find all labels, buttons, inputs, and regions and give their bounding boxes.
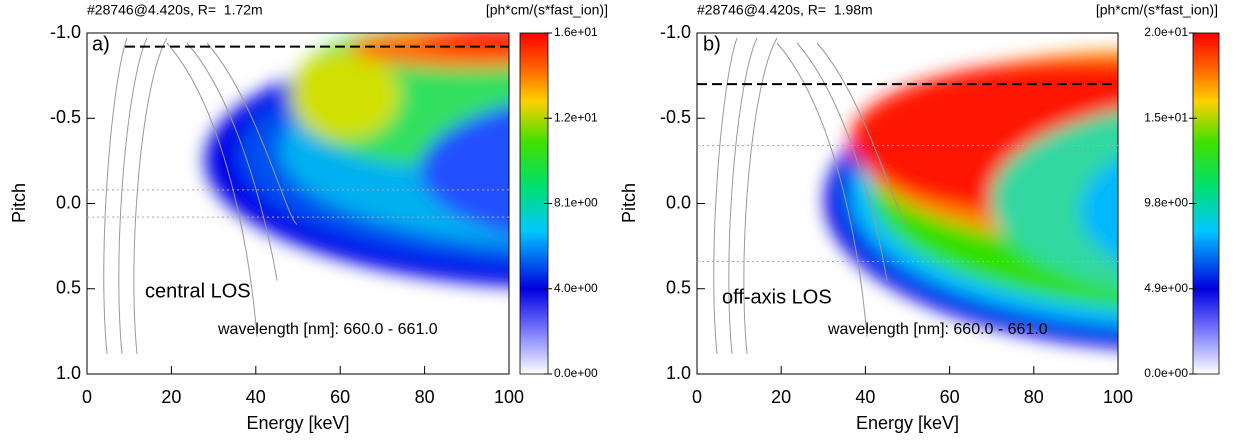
- panel-label: b): [703, 33, 721, 55]
- contours: [103, 37, 298, 355]
- wavelength-label: wavelength [nm]: 660.0 - 661.0: [827, 321, 1048, 338]
- heat-region: [990, 110, 1118, 290]
- contour: [713, 37, 868, 355]
- x-tick-label: 20: [771, 387, 791, 407]
- colorbar-tick-label: 1.2e+01: [554, 110, 598, 124]
- x-tick-label: 40: [246, 387, 266, 407]
- colorbar-tick-label: 0.0e+00: [1144, 366, 1188, 380]
- x-tick-label: 20: [161, 387, 181, 407]
- x-tick-label: 60: [330, 387, 350, 407]
- y-tick-label: -0.5: [50, 107, 81, 127]
- x-tick-label: 40: [855, 387, 875, 407]
- x-tick-label: 0: [82, 387, 92, 407]
- colorbar: [519, 32, 549, 375]
- y-tick-label: 0.5: [56, 278, 81, 298]
- colorbar: [1192, 32, 1220, 375]
- colorbar-tick-label: 2.0e+01: [1144, 25, 1188, 39]
- x-axis-label: Energy [keV]: [856, 413, 959, 433]
- colorbar-tick-label: 0.0e+00: [554, 366, 598, 380]
- colorbar-tick-label: 4.0e+00: [554, 281, 598, 295]
- colorbar-tick-label: 8.1e+00: [554, 196, 598, 210]
- y-tick-label: 1.0: [666, 363, 691, 383]
- x-tick-label: 60: [940, 387, 960, 407]
- heat-region: [1080, 159, 1118, 261]
- y-tick-label: 0.5: [666, 278, 691, 298]
- x-tick-label: 100: [1103, 387, 1133, 407]
- annotation: central LOS: [145, 280, 251, 302]
- contour: [743, 37, 908, 355]
- y-axis-label: Pitch: [619, 183, 639, 223]
- contours: [713, 37, 908, 355]
- y-tick-label: 0.0: [56, 192, 81, 212]
- panel-header: #28746@4.420s, R= 1.98m: [697, 2, 873, 18]
- y-tick-label: -0.5: [660, 107, 691, 127]
- heat-region: [420, 105, 509, 235]
- y-axis-label: Pitch: [9, 183, 29, 223]
- colorbar-tick-label: 9.8e+00: [1144, 196, 1188, 210]
- y-tick-label: 0.0: [666, 192, 691, 212]
- contour: [103, 37, 258, 355]
- heatmap: [825, 50, 1118, 348]
- panel-header: #28746@4.420s, R= 1.72m: [87, 2, 263, 18]
- x-tick-label: 80: [1024, 387, 1044, 407]
- colorbar-title: [ph*cm/(s*fast_ion)]: [1096, 2, 1218, 18]
- x-tick-label: 0: [692, 387, 702, 407]
- colorbar-tick-label: 4.9e+00: [1144, 281, 1188, 295]
- annotation: off-axis LOS: [722, 286, 832, 308]
- y-tick-label: 1.0: [56, 363, 81, 383]
- y-tick-label: -1.0: [50, 22, 81, 42]
- x-axis-label: Energy [keV]: [246, 413, 349, 433]
- wavelength-label: wavelength [nm]: 660.0 - 661.0: [217, 321, 438, 338]
- colorbar-tick-label: 1.6e+01: [554, 25, 598, 39]
- colorbar-tick-label: 1.5e+01: [1144, 110, 1188, 124]
- contour: [133, 37, 298, 355]
- colorbar-title: [ph*cm/(s*fast_ion)]: [486, 2, 608, 18]
- y-tick-label: -1.0: [660, 22, 691, 42]
- contour: [728, 37, 888, 355]
- x-tick-label: 100: [494, 387, 524, 407]
- x-tick-label: 80: [415, 387, 435, 407]
- contour: [118, 37, 278, 355]
- panel-label: a): [92, 33, 110, 55]
- heat-region: [290, 50, 400, 140]
